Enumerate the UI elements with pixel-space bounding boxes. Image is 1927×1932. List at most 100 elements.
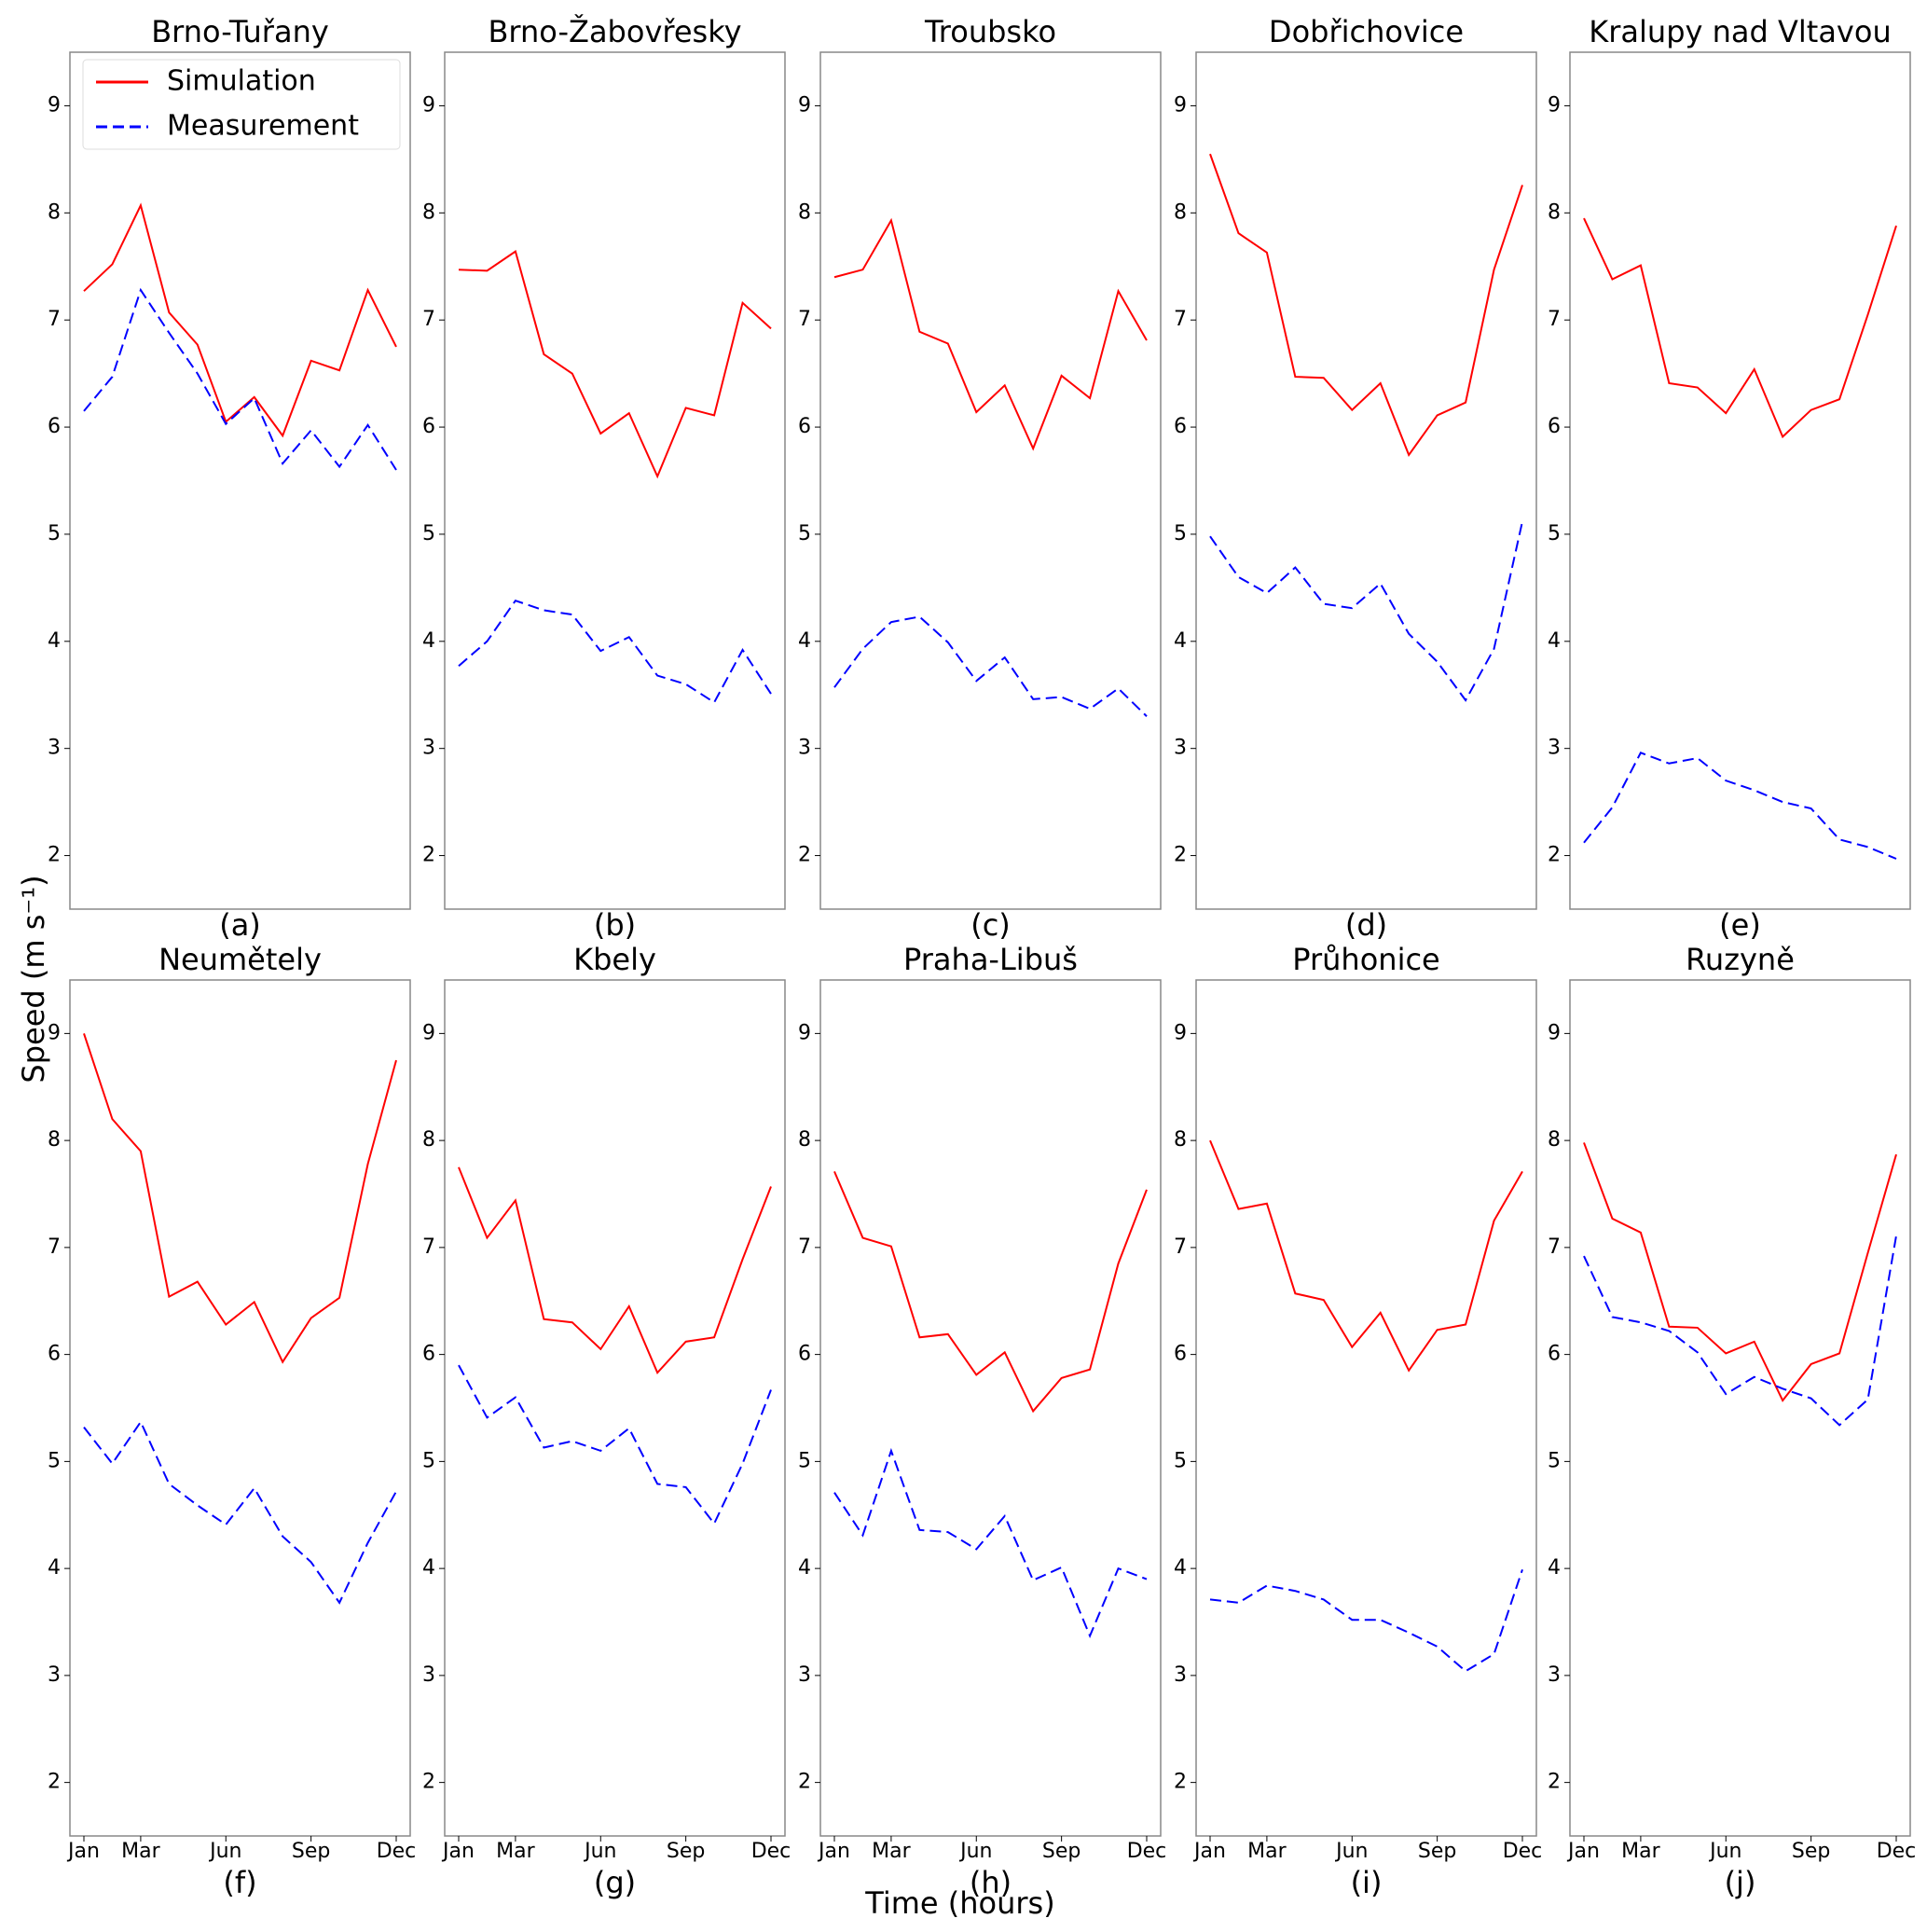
x-tick-label: Jun bbox=[1708, 1840, 1741, 1863]
series-line bbox=[833, 1171, 1148, 1414]
plot-frame bbox=[444, 979, 786, 1837]
y-tick-label: 2 bbox=[422, 844, 435, 867]
series-line bbox=[1209, 520, 1523, 702]
y-tick-label: 9 bbox=[798, 1021, 811, 1044]
series-line bbox=[83, 1419, 397, 1605]
y-tick-label: 8 bbox=[422, 200, 435, 224]
plot-frame bbox=[1195, 51, 1537, 910]
x-tick-label: Jun bbox=[583, 1840, 616, 1863]
plot-frame bbox=[69, 51, 411, 910]
y-tick-label: 6 bbox=[1174, 415, 1187, 438]
y-tick-label: 6 bbox=[798, 1343, 811, 1366]
y-tick-label: 2 bbox=[422, 1771, 435, 1794]
panel-caption: (g) bbox=[594, 1865, 636, 1900]
chart-title: Brno-Žabovřesky bbox=[488, 14, 741, 49]
y-tick-label: 7 bbox=[1174, 308, 1187, 331]
chart-title: Ruzyně bbox=[1686, 942, 1795, 977]
y-tick-label: 4 bbox=[1548, 1556, 1561, 1580]
series-line bbox=[1209, 1568, 1523, 1673]
y-tick-label: 7 bbox=[48, 1235, 61, 1259]
x-tick-label: Sep bbox=[1042, 1840, 1080, 1863]
x-tick-label: Jun bbox=[208, 1840, 241, 1863]
y-tick-label: 3 bbox=[1174, 1663, 1187, 1687]
x-tick-label: Jan bbox=[1192, 1840, 1226, 1863]
y-tick-label: 4 bbox=[1174, 1556, 1187, 1580]
y-tick-label: 8 bbox=[1548, 1128, 1561, 1152]
x-axis-label: Time (hours) bbox=[864, 1885, 1054, 1921]
series-line bbox=[1583, 217, 1897, 439]
y-tick-label: 4 bbox=[798, 629, 811, 653]
y-tick-label: 9 bbox=[48, 93, 61, 117]
y-tick-label: 3 bbox=[422, 737, 435, 760]
panel-caption: (h) bbox=[970, 1865, 1012, 1900]
y-tick-label: 9 bbox=[1174, 1021, 1187, 1044]
x-tick-label: Dec bbox=[751, 1840, 791, 1863]
y-tick-label: 2 bbox=[798, 844, 811, 867]
y-tick-label: 5 bbox=[48, 1449, 61, 1472]
x-tick-label: Mar bbox=[1621, 1840, 1660, 1863]
y-tick-label: 5 bbox=[798, 522, 811, 545]
y-tick-label: 6 bbox=[1548, 1343, 1561, 1366]
series-line bbox=[1209, 153, 1523, 458]
y-tick-label: 9 bbox=[1174, 93, 1187, 117]
y-tick-label: 3 bbox=[1174, 737, 1187, 760]
legend-label: Measurement bbox=[167, 110, 359, 143]
y-tick-label: 9 bbox=[422, 93, 435, 117]
plot-frame bbox=[819, 979, 1162, 1837]
y-tick-label: 6 bbox=[798, 415, 811, 438]
series-line bbox=[833, 615, 1148, 717]
y-tick-label: 8 bbox=[422, 1128, 435, 1152]
x-tick-label: Jan bbox=[441, 1840, 475, 1863]
y-tick-label: 7 bbox=[422, 1235, 435, 1259]
y-tick-label: 8 bbox=[1174, 200, 1187, 224]
series-line bbox=[83, 287, 397, 471]
y-tick-label: 8 bbox=[798, 1128, 811, 1152]
series-line bbox=[458, 250, 772, 479]
x-tick-label: Sep bbox=[1792, 1840, 1830, 1863]
y-tick-label: 4 bbox=[1548, 629, 1561, 653]
y-tick-label: 5 bbox=[1548, 1449, 1561, 1472]
y-tick-label: 3 bbox=[1548, 737, 1561, 760]
plot-frame bbox=[1569, 51, 1911, 910]
x-tick-label: Dec bbox=[377, 1840, 417, 1863]
y-tick-label: 5 bbox=[1174, 1449, 1187, 1472]
y-tick-label: 3 bbox=[48, 737, 61, 760]
x-tick-label: Sep bbox=[1418, 1840, 1456, 1863]
y-tick-label: 7 bbox=[48, 308, 61, 331]
panel-caption: (i) bbox=[1351, 1865, 1383, 1900]
y-tick-label: 6 bbox=[422, 415, 435, 438]
y-tick-label: 4 bbox=[422, 629, 435, 653]
y-tick-label: 2 bbox=[48, 1771, 61, 1794]
series-line bbox=[1209, 1139, 1523, 1373]
chart-title: Brno-Tuřany bbox=[151, 14, 329, 49]
y-tick-label: 4 bbox=[48, 629, 61, 653]
y-tick-label: 5 bbox=[48, 522, 61, 545]
panel-caption: (b) bbox=[594, 907, 636, 943]
x-tick-label: Dec bbox=[1127, 1840, 1167, 1863]
x-tick-label: Jun bbox=[1334, 1840, 1368, 1863]
y-tick-label: 6 bbox=[48, 415, 61, 438]
y-tick-label: 8 bbox=[1174, 1128, 1187, 1152]
plot-frame bbox=[444, 51, 786, 910]
y-tick-label: 5 bbox=[1548, 522, 1561, 545]
y-tick-label: 2 bbox=[1174, 1771, 1187, 1794]
x-tick-label: Sep bbox=[667, 1840, 705, 1863]
legend-box bbox=[82, 59, 401, 150]
x-tick-label: Mar bbox=[121, 1840, 160, 1863]
y-tick-label: 7 bbox=[422, 308, 435, 331]
y-tick-label: 9 bbox=[1548, 93, 1561, 117]
y-tick-label: 4 bbox=[798, 1556, 811, 1580]
y-tick-label: 7 bbox=[1548, 308, 1561, 331]
y-tick-label: 8 bbox=[48, 1128, 61, 1152]
chart-title: Kralupy nad Vltavou bbox=[1589, 14, 1891, 49]
series-line bbox=[1583, 752, 1897, 860]
y-tick-label: 6 bbox=[48, 1343, 61, 1366]
plot-frame bbox=[1195, 979, 1537, 1837]
y-tick-label: 5 bbox=[422, 1449, 435, 1472]
chart-title: Neumětely bbox=[158, 942, 322, 977]
panel-caption: (a) bbox=[219, 907, 261, 943]
y-tick-label: 3 bbox=[798, 1663, 811, 1687]
y-axis-label: Speed (m s⁻¹) bbox=[16, 875, 51, 1083]
y-tick-label: 3 bbox=[48, 1663, 61, 1687]
y-tick-label: 9 bbox=[422, 1021, 435, 1044]
